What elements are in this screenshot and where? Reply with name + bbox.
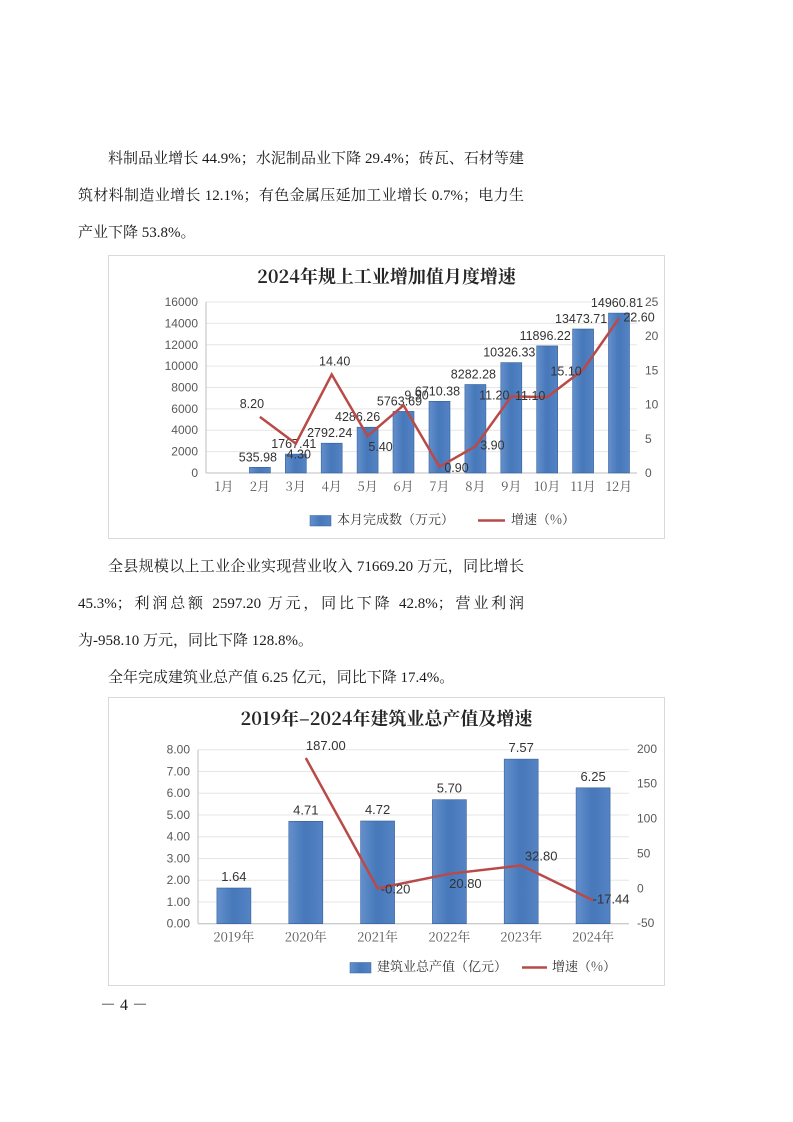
svg-text:0: 0 — [637, 881, 644, 895]
svg-text:11月: 11月 — [570, 476, 595, 495]
svg-text:1.00: 1.00 — [167, 895, 191, 909]
svg-text:15.10: 15.10 — [550, 365, 581, 379]
svg-text:2023年: 2023年 — [500, 927, 542, 946]
svg-text:-50: -50 — [637, 916, 655, 930]
svg-text:11896.22: 11896.22 — [520, 329, 571, 343]
svg-text:2019年–2024年建筑业总产值及增速: 2019年–2024年建筑业总产值及增速 — [241, 705, 534, 731]
svg-text:增速（%）: 增速（%） — [511, 509, 575, 528]
svg-text:0: 0 — [645, 466, 652, 480]
svg-text:6月: 6月 — [393, 476, 413, 495]
svg-text:100: 100 — [637, 812, 657, 826]
svg-text:7.57: 7.57 — [509, 740, 534, 755]
svg-text:3月: 3月 — [286, 476, 306, 495]
svg-text:1月: 1月 — [214, 476, 233, 495]
svg-text:25: 25 — [645, 295, 659, 309]
svg-text:3.00: 3.00 — [167, 852, 191, 866]
svg-text:0.90: 0.90 — [444, 461, 468, 475]
svg-text:7.00: 7.00 — [167, 765, 191, 779]
svg-text:6.00: 6.00 — [167, 786, 191, 800]
svg-text:2792.24: 2792.24 — [307, 426, 352, 440]
svg-text:8.00: 8.00 — [167, 743, 191, 757]
svg-text:2000: 2000 — [171, 445, 198, 459]
svg-text:22.60: 22.60 — [623, 310, 654, 324]
svg-text:5.70: 5.70 — [437, 781, 462, 796]
svg-text:3.90: 3.90 — [480, 438, 504, 452]
svg-text:14960.81: 14960.81 — [591, 296, 643, 310]
svg-text:-17.44: -17.44 — [593, 891, 630, 906]
svg-text:13473.71: 13473.71 — [555, 312, 607, 326]
svg-text:8000: 8000 — [171, 381, 198, 395]
svg-text:20.80: 20.80 — [449, 876, 482, 891]
svg-text:10: 10 — [645, 398, 659, 412]
svg-text:10000: 10000 — [165, 359, 199, 373]
svg-text:5月: 5月 — [357, 476, 377, 495]
svg-text:0.00: 0.00 — [167, 917, 191, 931]
svg-text:2024年: 2024年 — [572, 927, 614, 946]
svg-text:187.00: 187.00 — [306, 738, 346, 753]
svg-text:2020年: 2020年 — [285, 927, 327, 946]
svg-text:12000: 12000 — [165, 338, 199, 352]
svg-text:6000: 6000 — [171, 402, 198, 416]
svg-text:16000: 16000 — [165, 295, 199, 309]
svg-text:2.00: 2.00 — [167, 873, 191, 887]
svg-text:4000: 4000 — [171, 423, 198, 437]
svg-text:0: 0 — [191, 466, 198, 480]
svg-text:4.72: 4.72 — [365, 802, 390, 817]
svg-text:4.00: 4.00 — [167, 830, 191, 844]
svg-text:建筑业总产值（亿元）: 建筑业总产值（亿元） — [377, 956, 507, 975]
svg-text:4.30: 4.30 — [287, 448, 311, 462]
svg-text:50: 50 — [637, 846, 651, 860]
svg-text:5.00: 5.00 — [167, 808, 191, 822]
svg-text:15: 15 — [645, 363, 659, 377]
svg-text:2022年: 2022年 — [428, 927, 470, 946]
svg-text:5.40: 5.40 — [368, 440, 392, 454]
svg-text:5: 5 — [645, 432, 652, 446]
svg-text:10326.33: 10326.33 — [483, 346, 535, 360]
svg-text:11.20: 11.20 — [479, 388, 509, 402]
svg-text:2019年: 2019年 — [213, 927, 254, 946]
svg-text:-0.20: -0.20 — [381, 881, 411, 896]
svg-text:14.40: 14.40 — [319, 355, 350, 369]
svg-text:6.25: 6.25 — [580, 769, 605, 784]
svg-text:增速（%）: 增速（%） — [552, 956, 616, 975]
svg-text:8月: 8月 — [465, 476, 485, 495]
svg-text:10月: 10月 — [534, 476, 560, 495]
svg-text:8282.28: 8282.28 — [451, 368, 496, 382]
svg-text:200: 200 — [637, 742, 657, 756]
svg-text:12月: 12月 — [606, 476, 632, 495]
svg-text:2月: 2月 — [250, 476, 270, 495]
svg-text:8.20: 8.20 — [240, 397, 264, 411]
svg-text:2024年规上工业增加值月度增速: 2024年规上工业增加值月度增速 — [257, 263, 517, 289]
svg-text:150: 150 — [637, 777, 657, 791]
svg-text:20: 20 — [645, 329, 659, 343]
svg-text:14000: 14000 — [165, 316, 199, 330]
svg-text:11.10: 11.10 — [515, 389, 545, 403]
svg-text:4月: 4月 — [322, 476, 342, 495]
svg-text:9.90: 9.90 — [404, 388, 428, 402]
svg-text:7月: 7月 — [429, 476, 449, 495]
svg-text:32.80: 32.80 — [525, 848, 558, 863]
svg-text:2021年: 2021年 — [357, 927, 398, 946]
svg-text:本月完成数（万元）: 本月完成数（万元） — [337, 509, 454, 528]
svg-text:9月: 9月 — [501, 476, 521, 495]
svg-text:4.71: 4.71 — [293, 802, 318, 817]
svg-text:1.64: 1.64 — [221, 869, 246, 884]
svg-text:535.98: 535.98 — [239, 450, 277, 464]
